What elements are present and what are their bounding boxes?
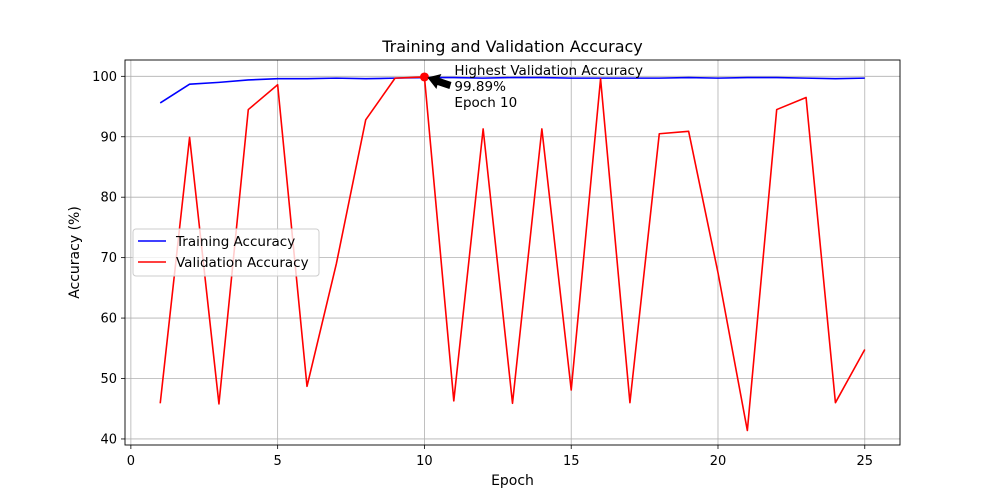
annotation-line: Highest Validation Accuracy: [454, 63, 643, 79]
x-tick-label: 5: [274, 454, 282, 469]
series-lines: [159, 76, 866, 432]
y-tick-label: 60: [100, 312, 117, 327]
annotation-arrow: [427, 73, 452, 89]
legend-label: Training Accuracy: [175, 234, 295, 250]
legend-label: Validation Accuracy: [176, 255, 309, 271]
x-tick-label: 15: [563, 454, 580, 469]
y-tick-label: 100: [92, 70, 117, 85]
y-tick-label: 70: [100, 251, 117, 266]
plot-area-frame: [124, 59, 901, 446]
x-tick-label: 0: [127, 454, 135, 469]
x-axis-label: Epoch: [491, 473, 534, 489]
x-tick-label: 25: [856, 454, 873, 469]
legend-box: [132, 228, 320, 277]
series-line-validation-accuracy: [159, 76, 866, 432]
chart-title: Training and Validation Accuracy: [381, 37, 643, 56]
y-tick-label: 40: [100, 432, 117, 447]
y-tick-label: 90: [100, 130, 117, 145]
x-tick-label: 10: [416, 454, 433, 469]
axis-ticks: 0 5 10 15 20 25 40 50 60 70 80 90 100: [92, 70, 873, 469]
legend: Training Accuracy Validation Accuracy: [132, 228, 320, 277]
highest-point-marker: [419, 72, 429, 82]
grid: [125, 60, 900, 445]
annotation-line: Epoch 10: [454, 95, 517, 111]
series-line-training-accuracy: [159, 76, 865, 104]
x-tick-label: 20: [710, 454, 727, 469]
y-tick-label: 80: [100, 191, 117, 206]
y-axis-label: Accuracy (%): [67, 206, 83, 299]
y-tick-label: 50: [100, 372, 117, 387]
annotation-line: 99.89%: [454, 79, 506, 95]
